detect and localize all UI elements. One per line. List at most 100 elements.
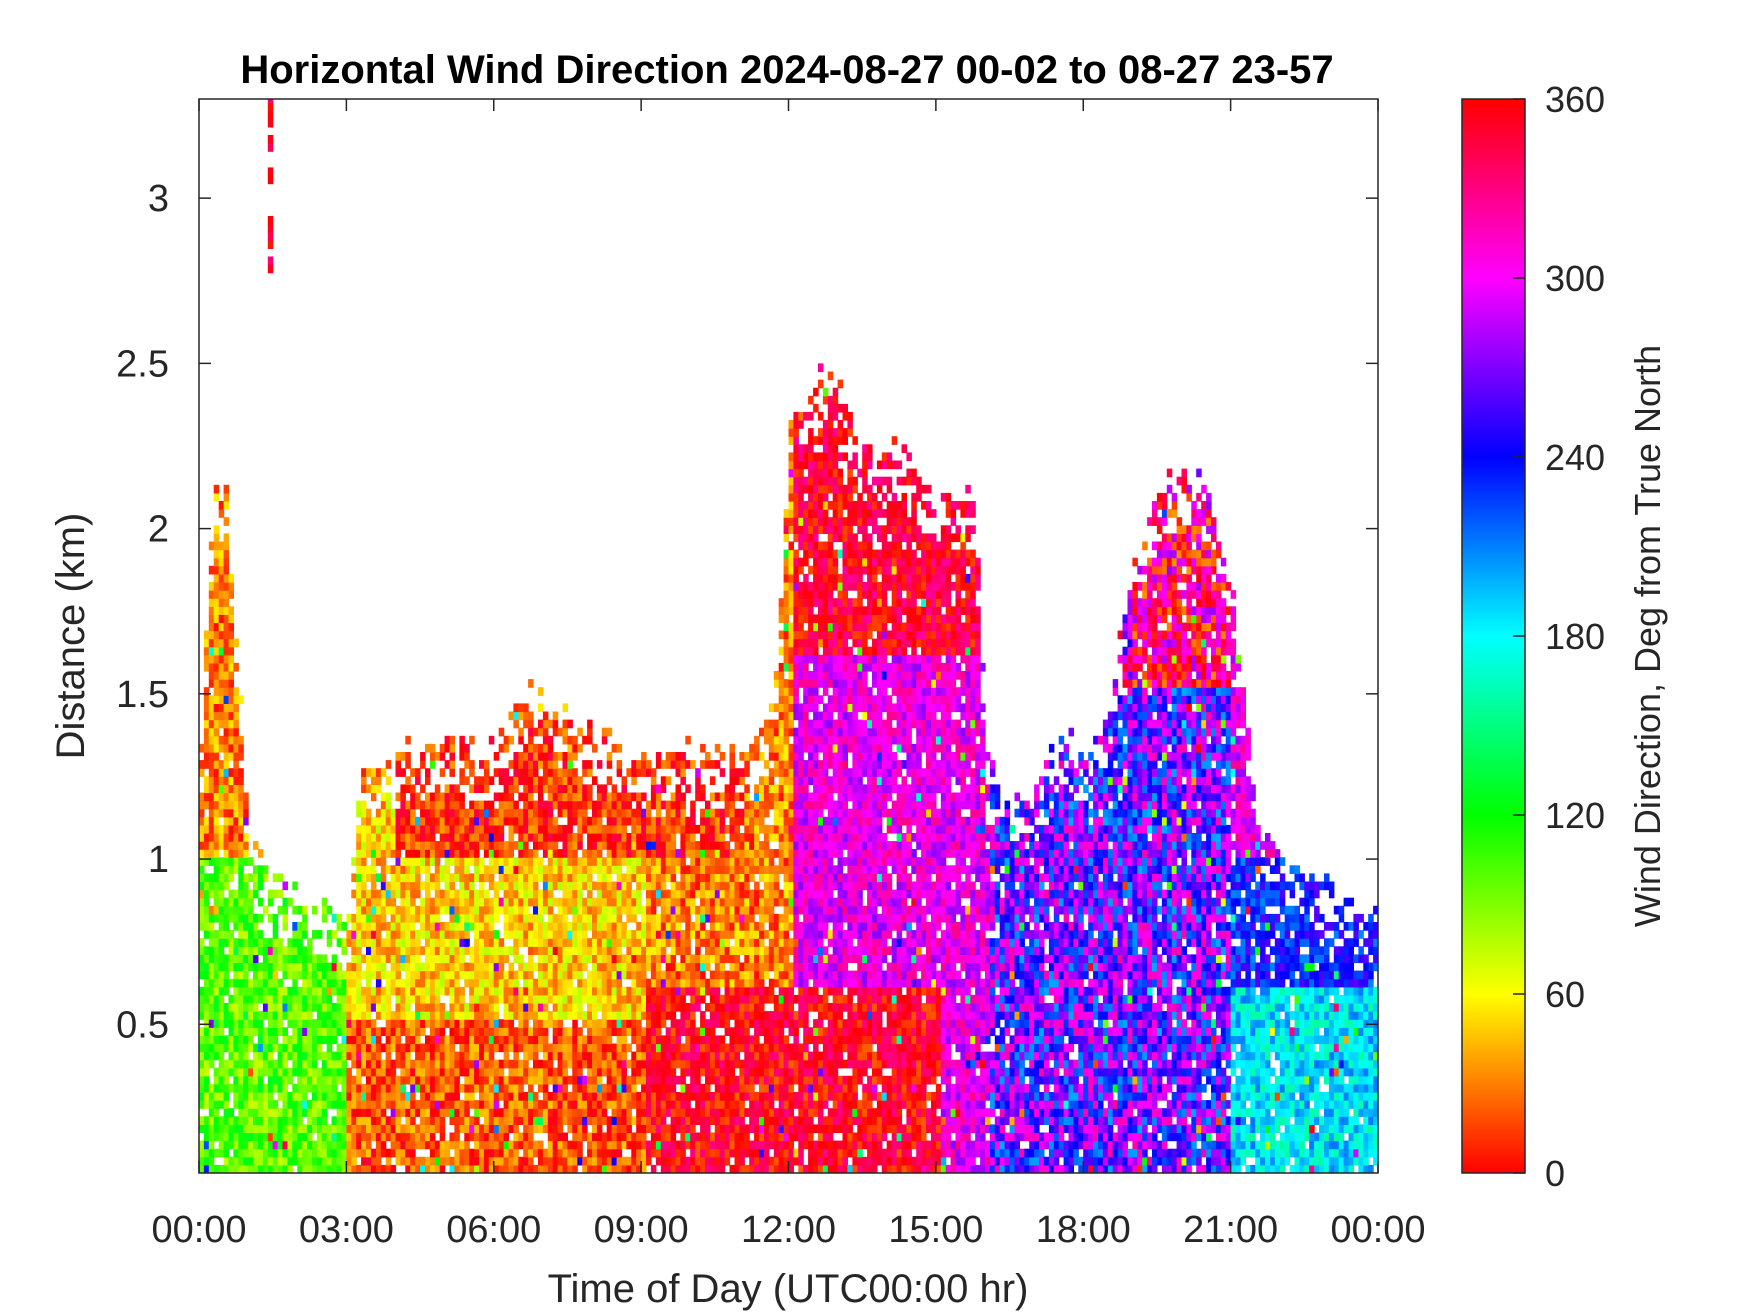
heat-cell <box>680 792 686 802</box>
heat-cell <box>243 1116 249 1125</box>
heat-cell <box>685 1164 691 1173</box>
heat-cell <box>552 1156 559 1166</box>
heat-cell <box>479 800 485 810</box>
heat-cell <box>538 727 544 737</box>
heat-cell <box>410 768 416 777</box>
heat-cell <box>218 962 225 972</box>
heat-cell <box>199 1156 205 1166</box>
heat-cell <box>557 986 564 996</box>
heat-cell <box>655 849 662 858</box>
heat-cell <box>429 1067 436 1077</box>
heat-cell <box>626 1019 632 1028</box>
heat-cell <box>719 1164 726 1173</box>
heat-cell <box>429 1140 436 1150</box>
heat-cell <box>631 1075 637 1085</box>
heat-cell <box>518 913 524 923</box>
heat-cell <box>587 881 593 891</box>
heat-cell <box>395 760 401 769</box>
heat-cell <box>646 1124 652 1134</box>
heat-cell <box>695 824 701 834</box>
heat-cell <box>420 1083 426 1093</box>
heat-cell <box>341 986 347 996</box>
heat-cell <box>650 1100 657 1109</box>
heat-cell <box>700 816 706 826</box>
heat-cell <box>493 816 500 826</box>
heat-cell <box>218 662 225 672</box>
heat-cell <box>331 1164 338 1173</box>
heat-cell <box>405 776 411 785</box>
heat-cell <box>572 930 578 939</box>
heat-cell <box>213 873 220 883</box>
heat-cell <box>690 1132 696 1142</box>
heat-cell <box>670 1156 677 1166</box>
heat-cell <box>199 954 205 964</box>
heat-cell <box>557 954 564 964</box>
heat-cell <box>523 1124 529 1134</box>
heat-cell <box>523 1108 529 1117</box>
heat-cell <box>483 1011 490 1020</box>
heat-cell <box>213 565 220 575</box>
heat-cell <box>444 905 451 915</box>
heat-cell <box>592 994 598 1004</box>
heat-cell <box>243 922 249 931</box>
heat-cell <box>439 946 446 955</box>
heat-cell <box>361 954 367 964</box>
heat-cell <box>538 857 544 866</box>
heat-cell <box>660 873 667 883</box>
heat-cell <box>685 1100 691 1109</box>
heat-cell <box>253 873 259 883</box>
heat-cell <box>203 824 210 834</box>
heat-cell <box>655 1116 662 1125</box>
heat-cell <box>307 962 313 972</box>
heat-cell <box>670 1116 677 1125</box>
heat-cell <box>577 800 583 810</box>
heat-cell <box>562 1100 568 1109</box>
heat-cell <box>429 1003 436 1012</box>
heat-cell <box>655 1132 662 1142</box>
heat-cell <box>552 833 559 842</box>
heat-cell <box>587 986 593 996</box>
heat-cell <box>223 492 230 502</box>
heat-cell <box>714 994 721 1004</box>
heat-cell <box>655 946 662 955</box>
heat-cell <box>238 954 244 964</box>
heat-cell <box>208 833 215 842</box>
heat-cell <box>479 1035 485 1045</box>
heat-cell <box>341 1156 347 1166</box>
heat-cell <box>341 1035 347 1045</box>
heat-cell <box>567 776 573 785</box>
heat-cell <box>218 606 225 615</box>
heat-cell <box>302 962 308 972</box>
heat-cell <box>238 1051 244 1061</box>
heat-cell <box>685 1116 691 1125</box>
heat-cell <box>729 881 735 891</box>
heat-cell <box>547 849 554 858</box>
heat-cell <box>425 800 431 810</box>
heat-cell <box>253 881 259 891</box>
heat-cell <box>366 986 372 996</box>
heat-cell <box>464 881 470 891</box>
heat-cell <box>592 897 598 907</box>
heat-cell <box>385 930 392 939</box>
heat-cell <box>375 1140 382 1150</box>
heat-cell <box>410 1124 416 1134</box>
heat-cell <box>425 922 431 931</box>
heat-cell <box>483 930 490 939</box>
heat-cell <box>572 1003 578 1012</box>
heat-cell <box>695 1116 701 1125</box>
heat-cell <box>213 800 220 810</box>
heat-cell <box>616 930 623 939</box>
heat-cell <box>601 1019 608 1028</box>
heat-cell <box>429 857 436 866</box>
heat-cell <box>626 841 632 850</box>
heat-cell <box>312 954 318 964</box>
heat-cell <box>675 1035 681 1045</box>
heat-cell <box>587 1011 593 1020</box>
heat-cell <box>621 808 627 818</box>
heat-cell <box>557 994 564 1004</box>
heat-cell <box>228 930 234 939</box>
heat-cell <box>606 930 613 939</box>
heat-cell <box>385 833 392 842</box>
heat-cell <box>420 1059 426 1069</box>
heat-cell <box>326 1027 333 1036</box>
